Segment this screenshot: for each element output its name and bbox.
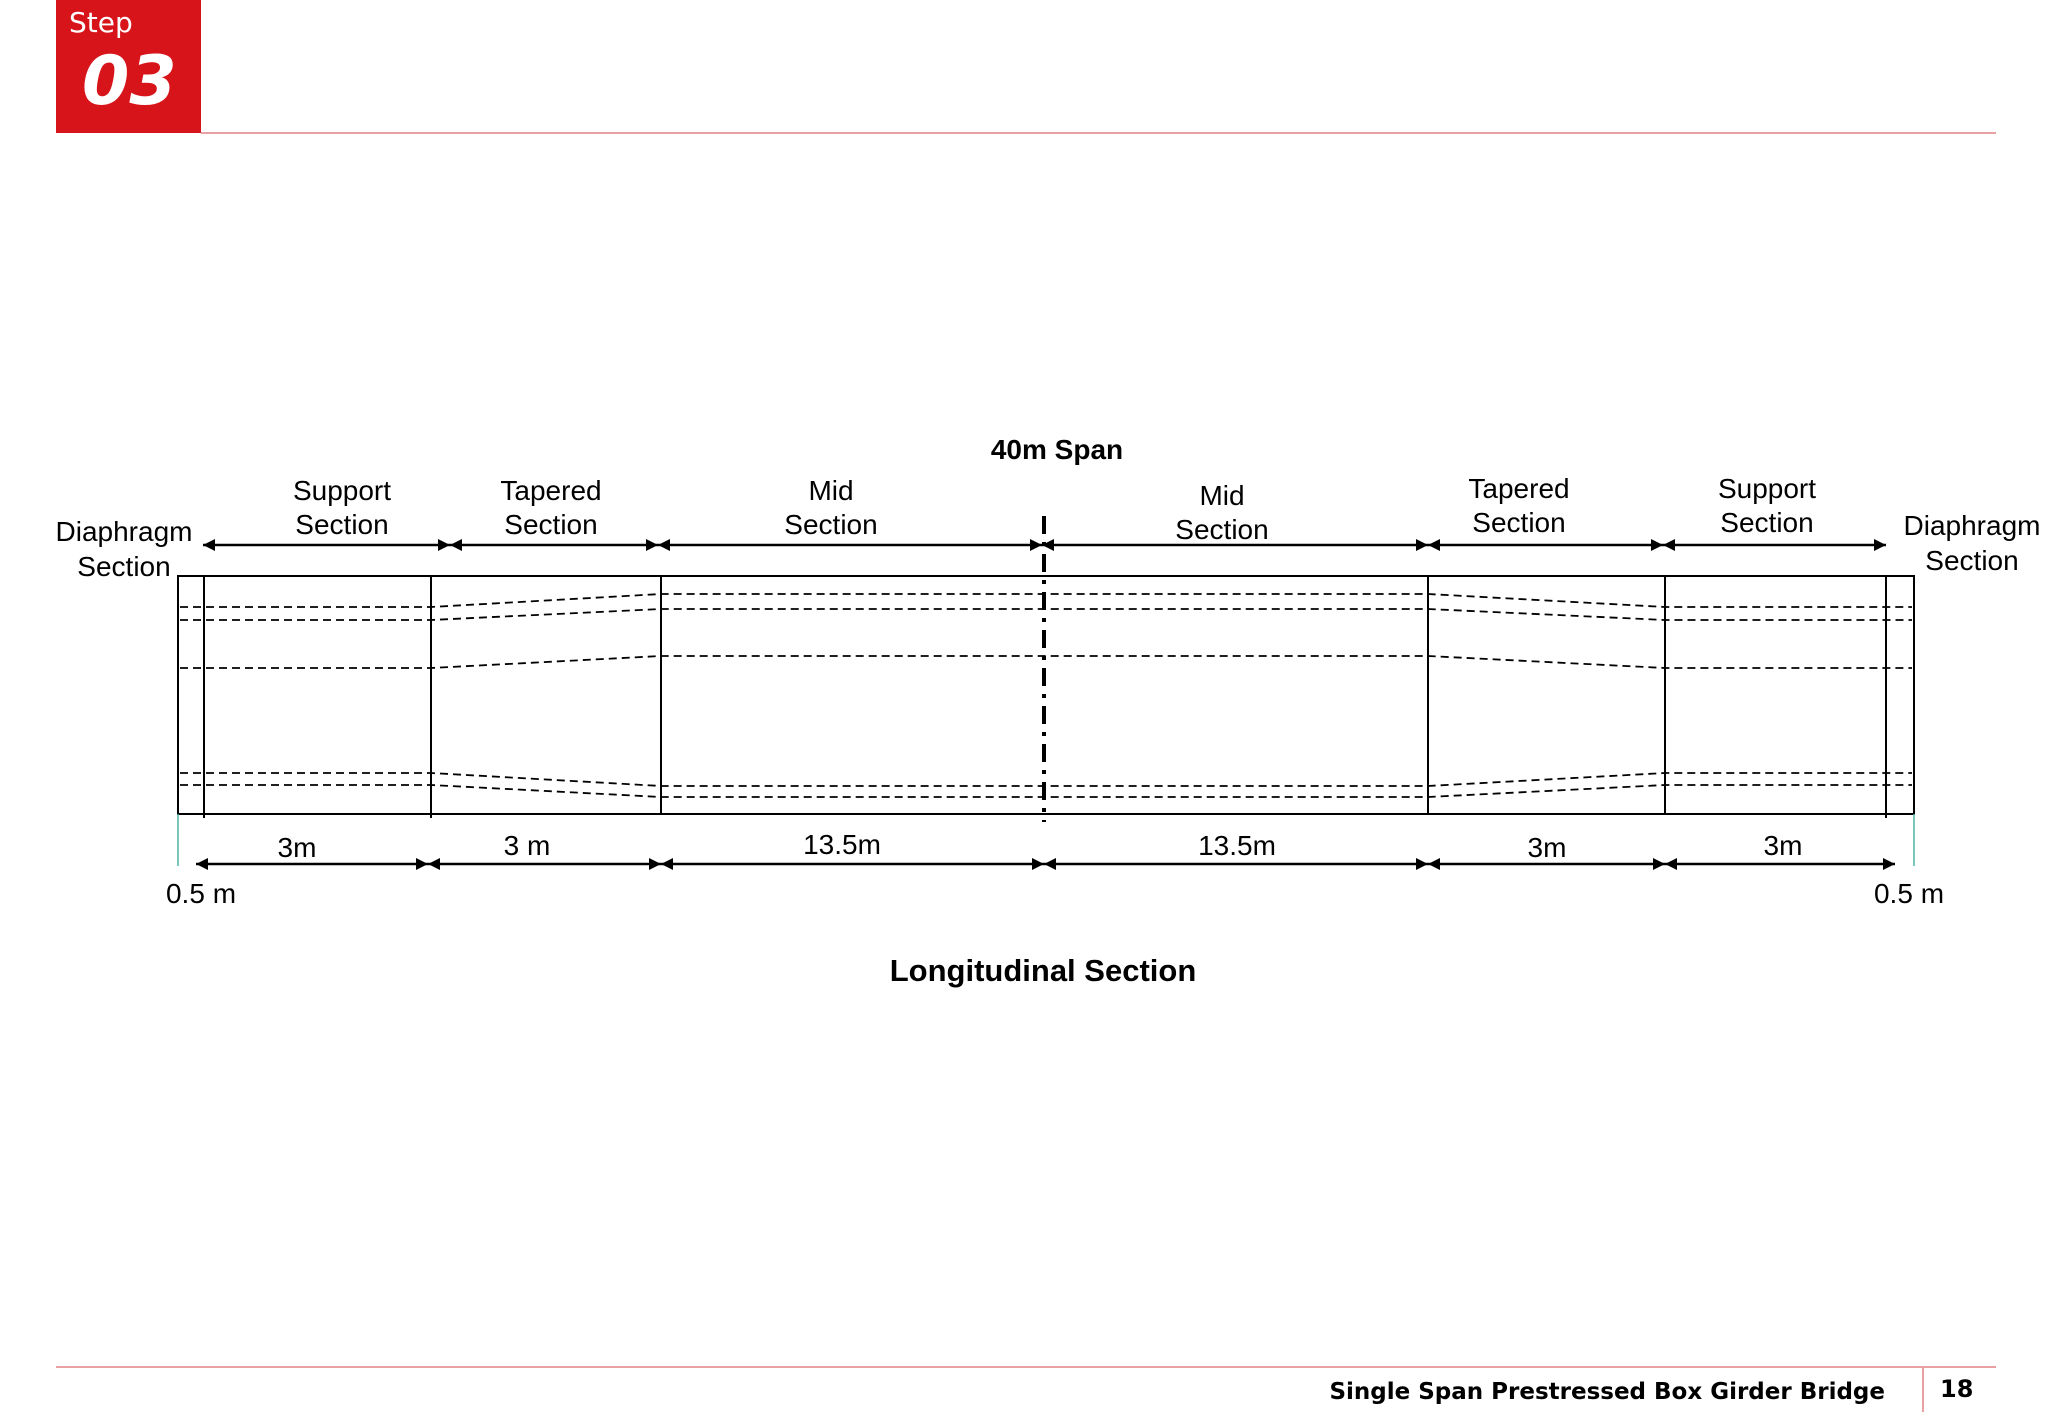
right-end-label-line1: Diaphragm	[1904, 510, 2041, 541]
dimension-label-6: 3m	[1764, 830, 1803, 861]
dimension-label-3: 13.5m	[803, 829, 881, 860]
page-number: 18	[1940, 1375, 1974, 1403]
footer-rule	[56, 1366, 1996, 1368]
span-label: 40m Span	[991, 434, 1123, 465]
section-label-4b: Section	[1175, 514, 1268, 545]
step-label: Step	[69, 6, 133, 39]
section-label-5a: Tapered	[1468, 473, 1569, 504]
section-label-6b: Section	[1720, 507, 1813, 538]
dimension-label-1: 3m	[278, 832, 317, 863]
section-label-2a: Tapered	[500, 475, 601, 506]
left-end-label-line1: Diaphragm	[56, 516, 193, 547]
footer-title: Single Span Prestressed Box Girder Bridg…	[1329, 1379, 1885, 1405]
diagram-title: Longitudinal Section	[890, 953, 1197, 988]
dimension-label-2: 3 m	[504, 830, 551, 861]
end-extension-lines	[177, 814, 1915, 866]
section-label-1b: Section	[295, 509, 388, 540]
dimension-label-4: 13.5m	[1198, 830, 1276, 861]
box-profile-lines	[180, 593, 1912, 798]
footer-separator	[1922, 1366, 1924, 1412]
left-end-label-line2: Section	[77, 551, 170, 582]
step-number: 03	[82, 42, 177, 121]
section-label-3a: Mid	[808, 475, 853, 506]
header-rule	[201, 132, 1996, 134]
section-label-5b: Section	[1472, 507, 1565, 538]
section-label-6a: Support	[1718, 473, 1816, 504]
dimension-label-5: 3m	[1528, 832, 1567, 863]
step-badge: Step 03	[56, 0, 201, 133]
section-label-1a: Support	[293, 475, 391, 506]
section-dividers	[203, 576, 1887, 818]
section-label-3b: Section	[784, 509, 877, 540]
section-label-4a: Mid	[1199, 480, 1244, 511]
right-end-dimension: 0.5 m	[1874, 878, 1944, 909]
left-end-dimension: 0.5 m	[166, 878, 236, 909]
girder-outline	[177, 575, 1915, 815]
right-end-label-line2: Section	[1925, 545, 2018, 576]
section-label-2b: Section	[504, 509, 597, 540]
